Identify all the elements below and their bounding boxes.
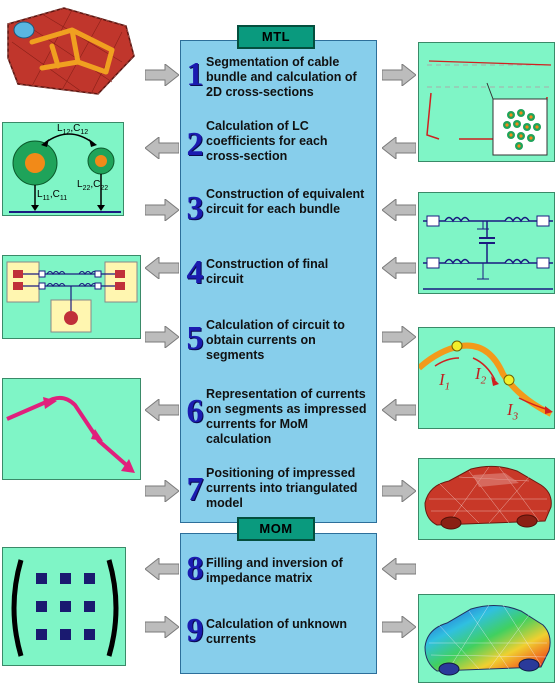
triangulated-car-model-panel bbox=[418, 458, 555, 540]
arrow-left-icon bbox=[382, 199, 416, 221]
step-number-7: 7 bbox=[186, 471, 204, 508]
arrow-left-icon bbox=[145, 399, 179, 421]
arrow-right-icon bbox=[145, 480, 179, 502]
arrow-left-icon bbox=[382, 558, 416, 580]
current-label-i1: I1 bbox=[439, 370, 451, 393]
step-text-1: Segmentation of cable bundle and calcula… bbox=[206, 55, 357, 99]
arrow-left-icon bbox=[382, 257, 416, 279]
step-text-8: Filling and inversion of impedance matri… bbox=[206, 556, 343, 585]
arrow-right-icon bbox=[382, 326, 416, 348]
step-number-3: 3 bbox=[186, 190, 204, 227]
step-number-6: 6 bbox=[186, 393, 204, 430]
segment-currents-panel: I1 I2 I3 bbox=[418, 327, 555, 429]
arrow-left-icon bbox=[145, 257, 179, 279]
arrow-right-icon bbox=[145, 326, 179, 348]
lc-label-22: L22,C22 bbox=[77, 179, 109, 192]
mtl-section-tag: MTL bbox=[237, 25, 315, 49]
step-number-9: 9 bbox=[186, 612, 204, 649]
arrow-right-icon bbox=[145, 616, 179, 638]
step-number-2: 2 bbox=[186, 126, 204, 163]
step-text-5: Calculation of circuit to obtain current… bbox=[206, 318, 345, 362]
impressed-current-curve-panel bbox=[2, 378, 141, 480]
arrow-left-icon bbox=[145, 137, 179, 159]
step-number-1: 1 bbox=[186, 56, 204, 93]
step-text-9: Calculation of unknown currents bbox=[206, 617, 347, 646]
cross-section-panel bbox=[418, 42, 555, 162]
lc-coefficients-panel: L12,C12 L11,C11 L22,C22 bbox=[2, 122, 124, 216]
lc-label-12: L12,C12 bbox=[57, 123, 89, 136]
step-text-6: Representation of currents on segments a… bbox=[206, 387, 367, 446]
mtl-steps-box bbox=[180, 40, 377, 523]
step-text-2: Calculation of LC coefficients for each … bbox=[206, 119, 328, 163]
arrow-left-icon bbox=[145, 558, 179, 580]
step-number-5: 5 bbox=[186, 320, 204, 357]
current-distribution-car-panel bbox=[418, 594, 555, 683]
mom-steps-box bbox=[180, 533, 377, 674]
arrow-right-icon bbox=[145, 199, 179, 221]
lc-label-11: L11,C11 bbox=[37, 189, 68, 202]
arrow-right-icon bbox=[145, 64, 179, 86]
step-text-3: Construction of equivalent circuit for e… bbox=[206, 187, 365, 216]
impedance-matrix-panel bbox=[2, 547, 126, 666]
current-label-i3: I3 bbox=[507, 400, 519, 423]
mom-section-tag: MOM bbox=[237, 517, 315, 541]
final-circuit-panel bbox=[2, 255, 141, 339]
step-text-4: Construction of final circuit bbox=[206, 257, 329, 286]
car-frame-cable-image bbox=[2, 2, 142, 98]
arrow-right-icon bbox=[382, 64, 416, 86]
step-number-8: 8 bbox=[186, 550, 204, 587]
current-label-i2: I2 bbox=[475, 364, 487, 387]
step-text-7: Positioning of impressed currents into t… bbox=[206, 466, 358, 510]
equivalent-circuit-panel bbox=[418, 192, 555, 294]
arrow-left-icon bbox=[382, 399, 416, 421]
arrow-right-icon bbox=[382, 480, 416, 502]
step-number-4: 4 bbox=[186, 254, 204, 291]
arrow-left-icon bbox=[382, 137, 416, 159]
arrow-right-icon bbox=[382, 616, 416, 638]
